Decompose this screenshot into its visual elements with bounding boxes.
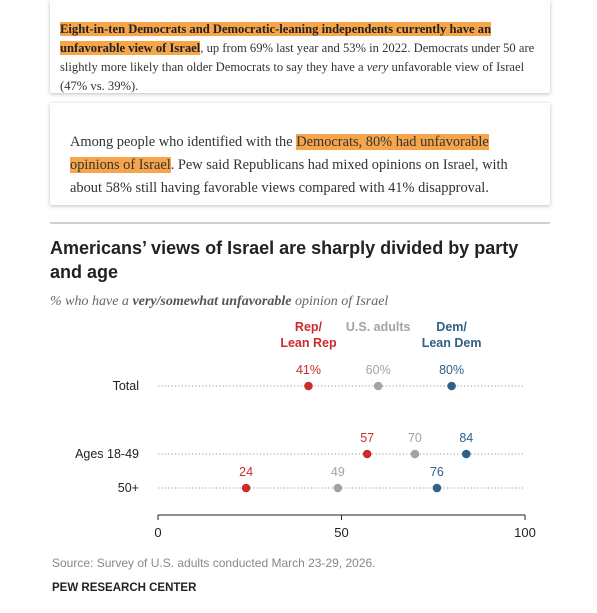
article-excerpt-card: Eight-in-ten Democrats and Democratic-le… <box>50 0 550 93</box>
article-paragraph-1: Eight-in-ten Democrats and Democratic-le… <box>60 20 544 96</box>
chart-subtitle: % who have a very/somewhat unfavorable o… <box>50 294 388 309</box>
x-tick-label: 50 <box>334 525 348 540</box>
legend-label-line-1: U.S. adults <box>346 320 411 334</box>
category-label: 50+ <box>118 481 139 495</box>
data-label: 70 <box>408 431 422 445</box>
data-label: 49 <box>331 465 345 479</box>
dot-plot-chart: Americans’ views of Israel are sharply d… <box>50 238 536 594</box>
data-point <box>447 381 456 391</box>
subtitle-emphasis: very/somewhat unfavorable <box>132 294 291 309</box>
data-point <box>304 381 313 391</box>
article-paragraph-2: Among people who identified with the Dem… <box>70 131 540 200</box>
data-point <box>241 483 251 493</box>
subtitle-text: % who have a <box>50 294 132 309</box>
chart-card: Americans’ views of Israel are sharply d… <box>50 222 550 613</box>
data-label: 76 <box>430 465 444 479</box>
data-point <box>373 381 383 391</box>
data-label: 41% <box>296 363 321 377</box>
category-label: Ages 18-49 <box>75 447 139 461</box>
data-label: 24 <box>239 465 253 479</box>
subtitle-text: opinion of Israel <box>291 294 388 309</box>
article-quote-card: Among people who identified with the Dem… <box>50 103 550 205</box>
legend-label-line-2: Lean Rep <box>280 336 337 350</box>
data-point <box>362 449 372 459</box>
x-tick-label: 100 <box>514 525 536 540</box>
legend-label-line-1: Rep/ <box>295 320 323 334</box>
data-label: 57 <box>360 431 374 445</box>
chart-plot-area: Rep/Lean Rep U.S. adults Dem/Lean Dem Total… <box>75 320 536 540</box>
data-label: 60% <box>366 363 391 377</box>
data-point <box>432 483 442 493</box>
chart-title-line-2: and age <box>50 262 118 282</box>
organization-credit: PEW RESEARCH CENTER <box>52 582 197 594</box>
chart-title-line-1: Americans’ views of Israel are sharply d… <box>50 238 518 258</box>
data-point <box>461 449 471 459</box>
data-point <box>333 483 343 493</box>
category-label: Total <box>113 379 139 393</box>
data-label: 84 <box>459 431 473 445</box>
legend-label-line-2: Lean Dem <box>422 336 482 350</box>
data-label: 80% <box>439 363 464 377</box>
paragraph-text: Among people who identified with the <box>70 134 297 151</box>
paragraph-text: unfavorable view of Israel (47% vs. 39%)… <box>60 59 525 93</box>
x-tick-label: 0 <box>154 525 161 540</box>
data-point <box>410 449 420 459</box>
paragraph-text: , up from 69% last year and 53% in 2022.… <box>60 40 535 74</box>
chart-source-note: Source: Survey of U.S. adults conducted … <box>52 556 376 570</box>
legend-label-line-1: Dem/ <box>436 320 467 334</box>
italic-text: very <box>366 59 389 74</box>
paragraph-text: . Pew said Republicans had mixed opinion… <box>70 157 508 197</box>
